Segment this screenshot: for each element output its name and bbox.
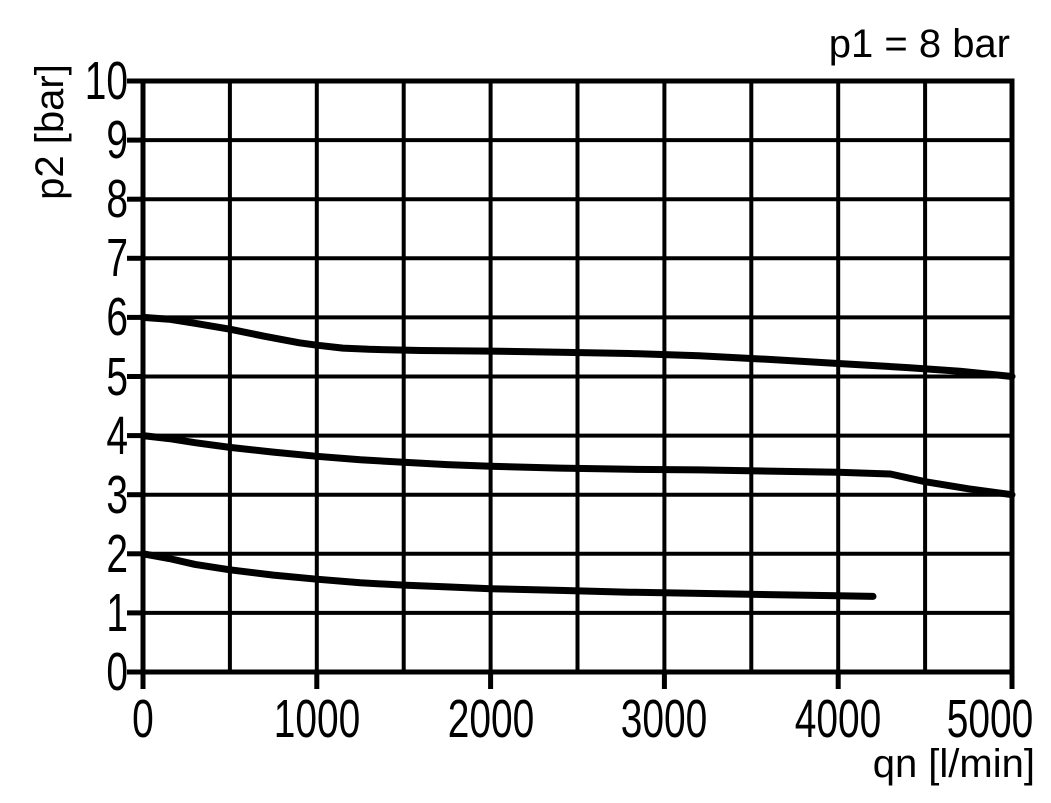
x-axis-title: qn [l/min] (872, 742, 1035, 786)
x-tick-label: 5000 (946, 689, 1034, 749)
y-tick-label: 10 (84, 51, 128, 111)
y-tick-label: 3 (106, 464, 128, 525)
x-tick-label: 4000 (794, 689, 882, 749)
curve-outlet-pressure-setting-2-bar (139, 550, 877, 600)
x-tick-label: 2000 (447, 689, 534, 749)
y-tick-label: 7 (106, 228, 128, 289)
x-tick-label: 3000 (621, 689, 708, 749)
grid-lines (143, 81, 1012, 672)
y-tick-label: 4 (106, 405, 128, 466)
y-tick-label: 9 (106, 110, 128, 171)
y-tick-label: 6 (106, 287, 128, 348)
x-tick-label: 0 (132, 689, 154, 749)
y-tick-label: 2 (106, 523, 128, 584)
curve-outlet-pressure-setting-4-bar (139, 432, 1016, 499)
y-tick-label: 5 (106, 346, 128, 407)
y-tick-label: 1 (106, 582, 128, 643)
inlet-pressure-annotation: p1 = 8 bar (828, 22, 1010, 66)
y-tick-label: 0 (106, 642, 128, 702)
x-tick-label: 1000 (273, 689, 361, 749)
curve-outlet-pressure-setting-6-bar (139, 313, 1016, 380)
tick-marks (127, 78, 1015, 689)
y-tick-label: 8 (106, 169, 128, 230)
